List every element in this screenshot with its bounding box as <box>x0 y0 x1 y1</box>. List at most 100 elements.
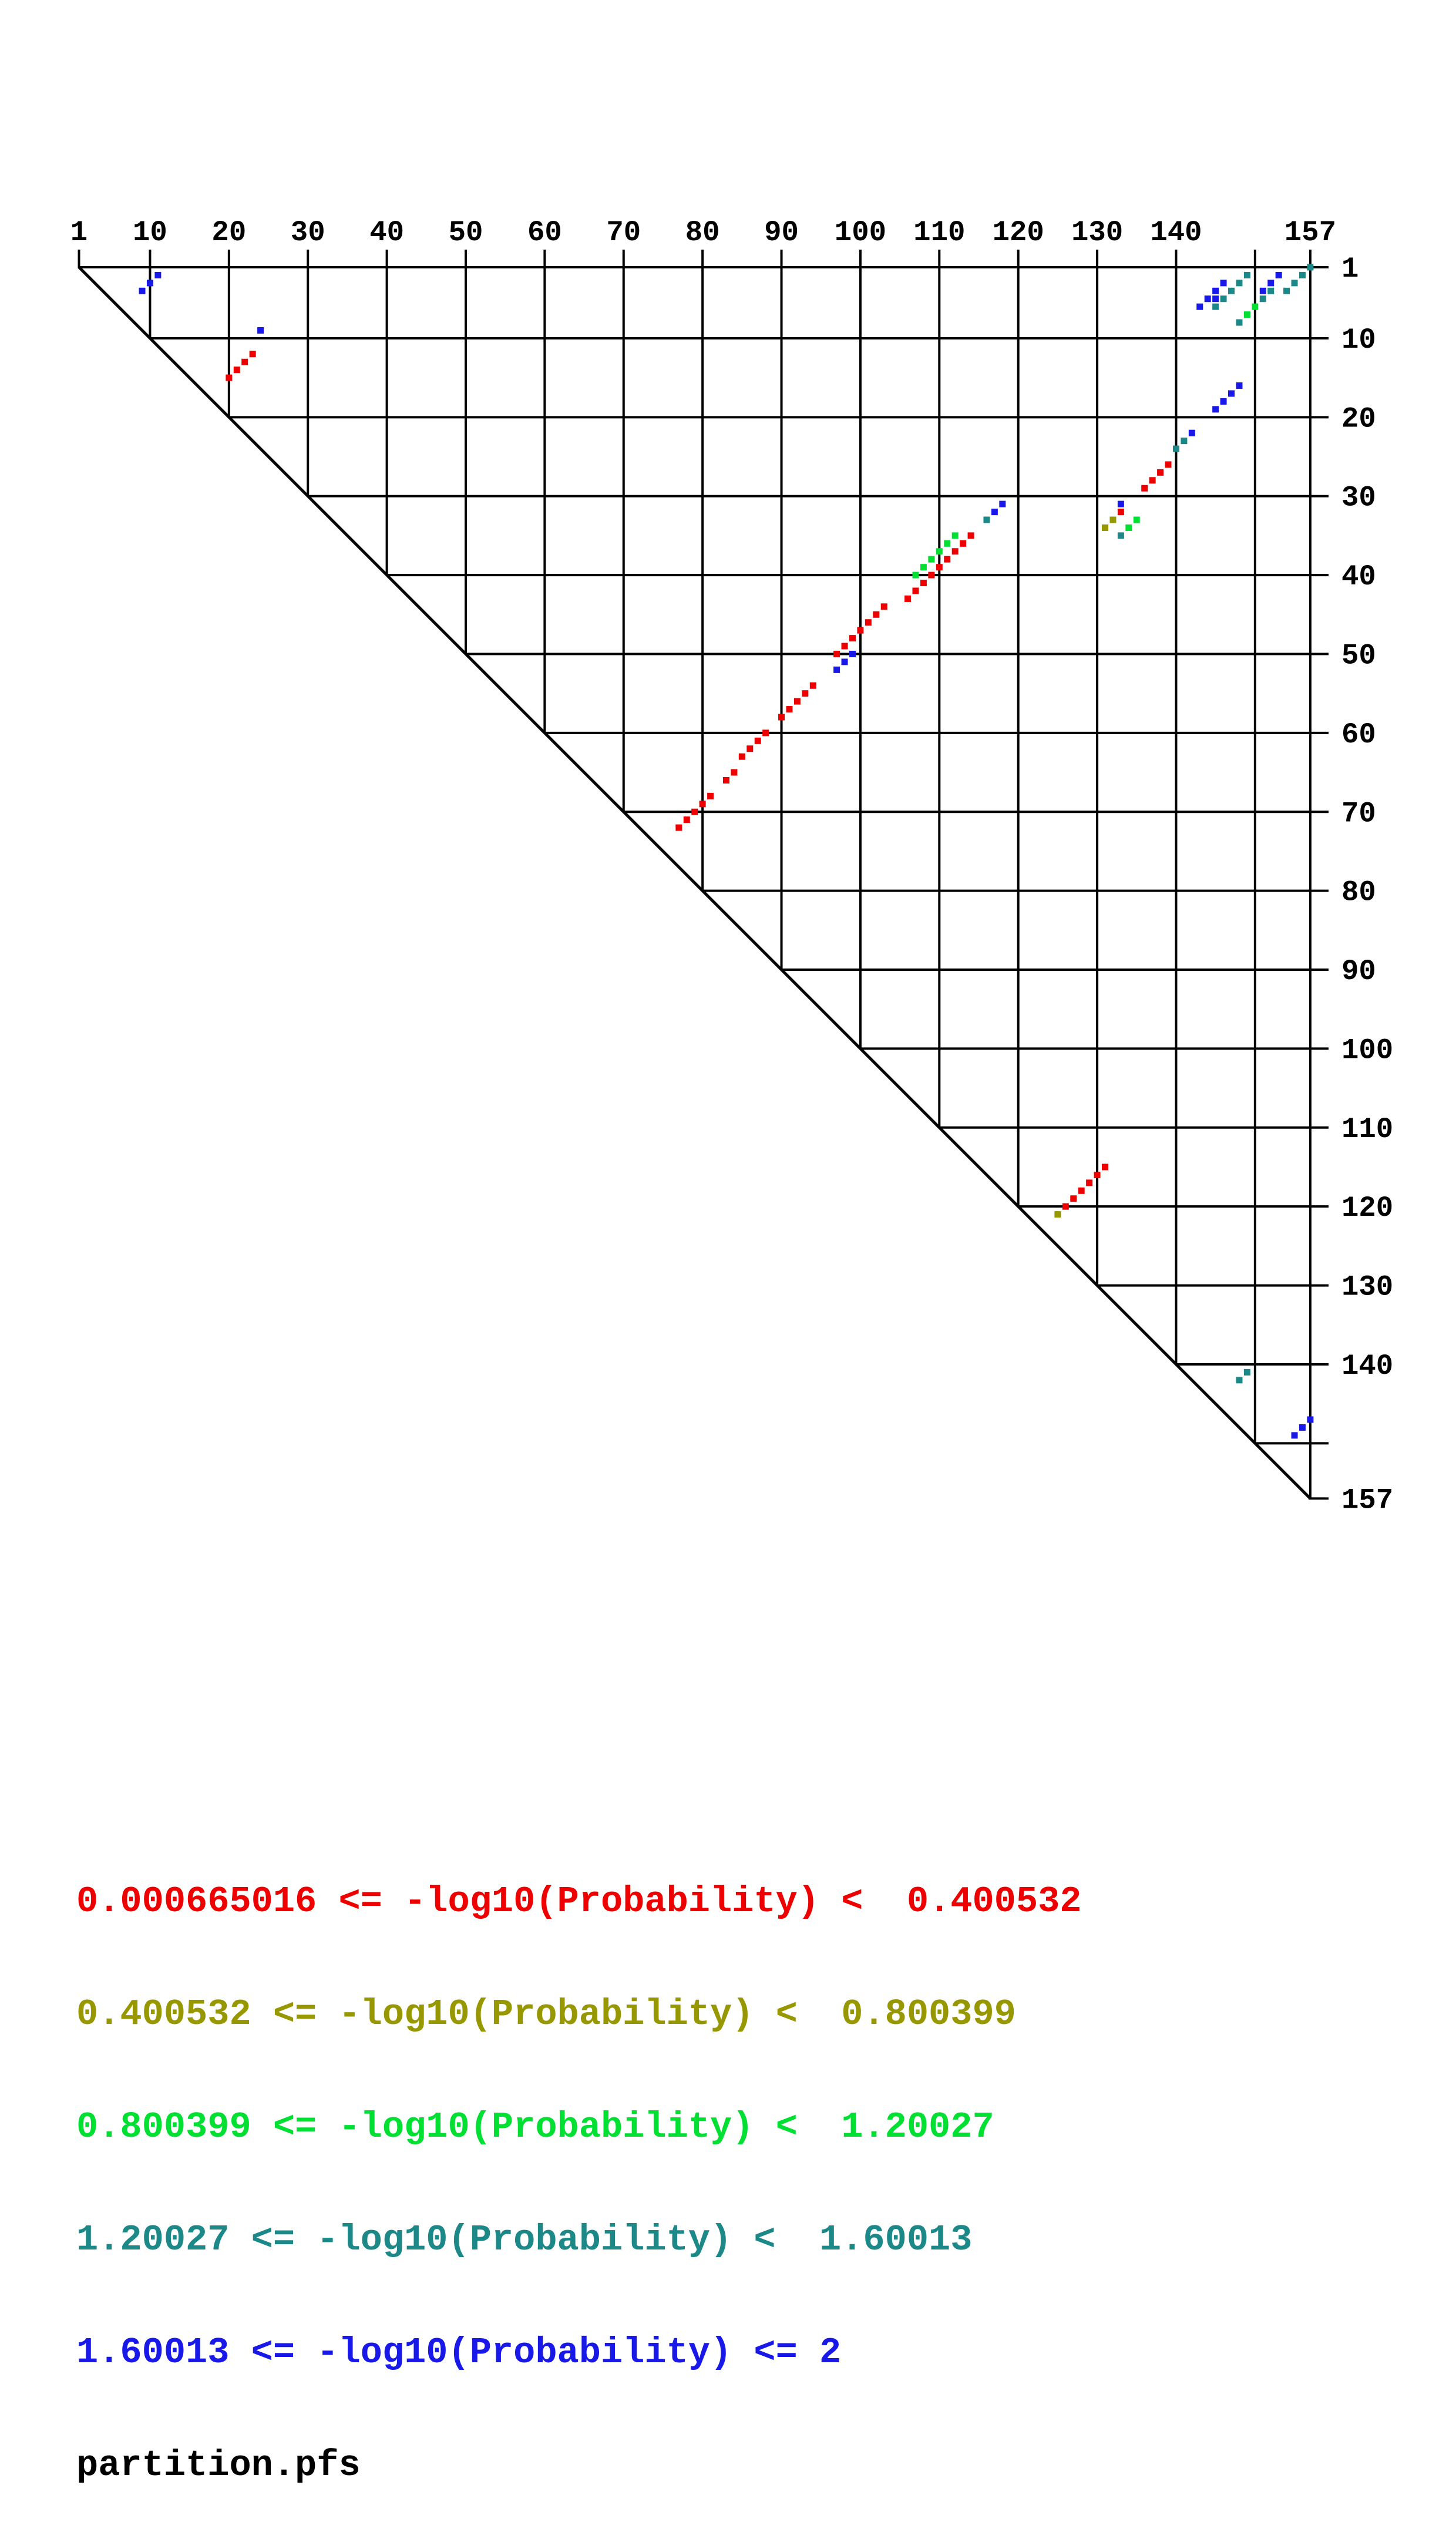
probability-dot <box>983 516 990 523</box>
x-tick-label-80: 80 <box>685 216 720 249</box>
probability-dot <box>1267 280 1275 287</box>
probability-dot <box>1252 303 1259 310</box>
y-tick-label-60: 60 <box>1341 718 1376 751</box>
probability-dot <box>1291 1432 1298 1439</box>
axis-tick-labels: 1110102020303040405050606070708080909010… <box>70 216 1393 1516</box>
x-tick-label-120: 120 <box>993 216 1044 249</box>
probability-dot <box>1086 1179 1093 1186</box>
probability-dot <box>1117 500 1124 507</box>
probability-dot <box>936 548 943 555</box>
y-tick-label-140: 140 <box>1341 1350 1393 1383</box>
x-tick-label-110: 110 <box>913 216 965 249</box>
probability-dot <box>1165 461 1172 468</box>
probability-dot <box>691 808 698 815</box>
probability-dot <box>1062 1203 1069 1210</box>
probability-dot <box>904 595 912 602</box>
probability-dot <box>683 816 690 823</box>
y-tick-label-120: 120 <box>1341 1192 1393 1225</box>
probability-dot <box>1212 287 1219 294</box>
x-tick-label-70: 70 <box>606 216 641 249</box>
probability-dot <box>928 556 935 563</box>
probability-dot <box>912 571 919 579</box>
x-tick-label-140: 140 <box>1150 216 1202 249</box>
probability-dot <box>754 737 761 744</box>
probability-dot <box>1307 264 1314 271</box>
probability-dots <box>139 264 1314 1439</box>
y-tick-label-40: 40 <box>1341 560 1376 593</box>
probability-dot <box>833 666 840 673</box>
probability-dot <box>1243 1368 1250 1376</box>
axis-ticks <box>78 250 1312 267</box>
x-tick-label-40: 40 <box>369 216 404 249</box>
probability-dot <box>920 580 927 587</box>
probability-dot <box>1117 532 1124 539</box>
probability-dot <box>967 532 974 539</box>
legend: 0.000665016 <= -log10(Probability) < 0.4… <box>76 1808 1081 2522</box>
probability-dot <box>233 366 240 374</box>
probability-dot <box>1220 280 1227 287</box>
y-tick-label-70: 70 <box>1341 797 1376 830</box>
probability-dot <box>833 650 840 657</box>
probability-dot <box>738 753 745 760</box>
probability-dot <box>1212 303 1219 310</box>
probability-dot <box>960 540 967 547</box>
probability-dot <box>880 603 887 610</box>
x-tick-label-90: 90 <box>764 216 799 249</box>
probability-dot <box>1220 398 1227 405</box>
probability-dot <box>1267 287 1275 294</box>
probability-dot <box>1307 1416 1314 1423</box>
probability-dot <box>951 548 959 555</box>
probability-dot <box>675 824 682 831</box>
probability-dot <box>1236 1377 1243 1384</box>
probability-dot <box>1259 287 1266 294</box>
probability-dot <box>1078 1187 1085 1194</box>
probability-dot <box>999 500 1006 507</box>
x-tick-label-50: 50 <box>449 216 483 249</box>
y-tick-label-50: 50 <box>1341 639 1376 672</box>
y-tick-label-157: 157 <box>1341 1484 1393 1516</box>
probability-dot <box>1172 445 1179 452</box>
probability-dot <box>936 564 943 571</box>
probability-dot <box>1102 524 1109 531</box>
probability-dot <box>873 611 880 618</box>
probability-dot <box>920 564 927 571</box>
probability-dot <box>1299 1424 1306 1431</box>
probability-dot <box>841 658 848 665</box>
y-tick-label-1: 1 <box>1341 253 1359 285</box>
probability-dot <box>1259 295 1266 302</box>
probability-dot <box>793 698 801 705</box>
x-tick-label-30: 30 <box>291 216 325 249</box>
probability-dot <box>1228 390 1235 397</box>
probability-dot <box>841 643 848 650</box>
legend-entry-red: 0.000665016 <= -log10(Probability) < 0.4… <box>76 1881 1082 1922</box>
y-tick-label-100: 100 <box>1341 1034 1393 1067</box>
probability-dot <box>1236 319 1243 326</box>
probability-dot <box>928 571 935 579</box>
probability-dot <box>1291 280 1298 287</box>
probability-dot <box>944 556 951 563</box>
probability-dot <box>1275 271 1282 278</box>
probability-dot <box>1243 311 1250 318</box>
y-tick-label-20: 20 <box>1341 402 1376 435</box>
probability-dot <box>1141 485 1148 492</box>
legend-entry-blue: 1.60013 <= -log10(Probability) <= 2 <box>76 2332 842 2373</box>
legend-entry-green: 0.800399 <= -log10(Probability) < 1.2002… <box>76 2106 994 2148</box>
x-tick-label-100: 100 <box>835 216 886 249</box>
probability-dot <box>1243 271 1250 278</box>
probability-dot <box>786 706 793 713</box>
probability-dot <box>139 287 146 294</box>
y-tick-label-110: 110 <box>1341 1113 1393 1146</box>
probability-dot <box>944 540 951 547</box>
probability-dot <box>249 351 256 358</box>
probability-dot <box>154 271 162 278</box>
probability-dot <box>1149 477 1156 484</box>
probability-dot <box>731 769 738 776</box>
probability-dot <box>1125 524 1132 531</box>
probability-dot <box>1204 295 1211 302</box>
y-tick-label-80: 80 <box>1341 876 1376 909</box>
probability-dot <box>1236 382 1243 389</box>
probability-dot <box>991 509 998 516</box>
probability-dot <box>1228 287 1235 294</box>
y-tick-label-10: 10 <box>1341 324 1376 357</box>
probability-dot <box>1094 1171 1101 1178</box>
